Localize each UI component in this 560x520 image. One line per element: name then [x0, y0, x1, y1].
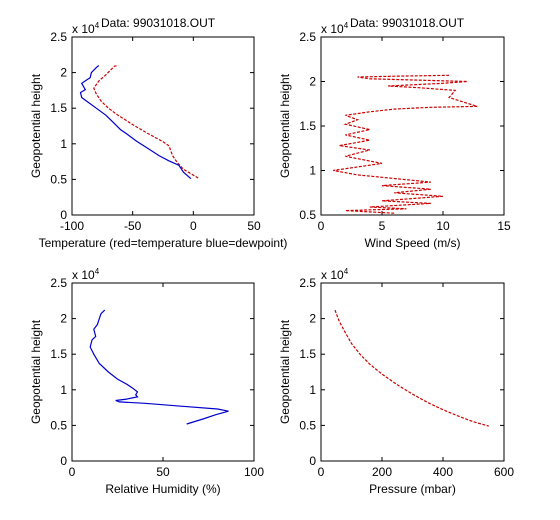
x-tick-label: 5: [379, 219, 386, 233]
x-tick-label: 15: [497, 219, 511, 233]
y-tick-label: 1.5: [50, 101, 67, 115]
y-tick-label: 0.5: [299, 208, 316, 222]
y-tick-label: 1: [60, 383, 67, 397]
x-tick-label: -50: [124, 219, 142, 233]
y-tick-label: 1: [60, 137, 67, 151]
x-axis-label: Wind Speed (m/s): [364, 236, 460, 250]
y-tick-label: 2.5: [50, 30, 67, 44]
x-tick-label: 50: [247, 219, 261, 233]
y-tick-label: 0.5: [299, 418, 316, 432]
series-line-1: [334, 309, 489, 427]
axes-frame: [320, 36, 505, 216]
y-axis-label: Geopotential height: [29, 319, 43, 424]
x-tick-label: 10: [436, 219, 450, 233]
axes-frame: [320, 282, 505, 462]
y-tick-label: 2: [309, 75, 316, 89]
y-tick-label: 1.5: [50, 347, 67, 361]
x-tick-label: 0: [318, 219, 325, 233]
y-tick-label: 0: [60, 208, 67, 222]
y-tick-label: 2: [309, 312, 316, 326]
y-exponent-label: x 104: [321, 267, 349, 282]
subplot-3: 0 50 100 0 0.5 1 1.5 2 2.5 x 104 Relative Humidity…: [29, 267, 264, 496]
series-line-1: [89, 309, 229, 425]
x-tick-label: 600: [494, 465, 514, 479]
y-tick-label: 1: [309, 164, 316, 178]
y-exponent-label: x 104: [72, 21, 100, 36]
exponent-base: x 10: [72, 268, 95, 282]
y-tick-label: 0: [60, 454, 67, 468]
subplot-title: Data: 99031018.OUT: [101, 16, 216, 30]
x-axis-label: Relative Humidity (%): [105, 482, 220, 496]
y-tick-label: 1.5: [299, 119, 316, 133]
y-tick-label: 0.5: [50, 418, 67, 432]
subplot-1: -100 -50 0 50 0 0.5 1 1.5 2 2.5 x 104 Data: 9903101…: [29, 16, 287, 250]
exponent-power: 4: [95, 21, 100, 30]
exponent-power: 4: [95, 267, 100, 276]
exponent-power: 4: [344, 21, 349, 30]
series-line-2: [79, 65, 192, 180]
y-tick-label: 0: [309, 454, 316, 468]
y-axis-label: Geopotential height: [278, 73, 292, 178]
y-tick-label: 1.5: [299, 347, 316, 361]
x-tick-label: 50: [156, 465, 170, 479]
axes-frame: [71, 282, 255, 462]
x-tick-label: 0: [190, 219, 197, 233]
x-axis-label: Temperature (red=temperature blue=dewpoi…: [39, 236, 288, 250]
series-line-1: [93, 64, 199, 179]
x-tick-label: -100: [60, 219, 84, 233]
y-tick-label: 2.5: [299, 30, 316, 44]
y-tick-label: 2: [60, 66, 67, 80]
x-tick-label: 100: [244, 465, 264, 479]
exponent-base: x 10: [72, 22, 95, 36]
subplot-2: 0 5 10 15 0.5 1 1.5 2 2.5 x 104 Data: 99031018.OUT…: [278, 16, 511, 250]
x-axis-label: Pressure (mbar): [369, 482, 456, 496]
exponent-base: x 10: [321, 268, 344, 282]
subplot-4: 0 200 400 600 0 0.5 1 1.5 2 2.5 x 104 Pressure (mba…: [278, 267, 514, 496]
y-tick-label: 1: [309, 383, 316, 397]
exponent-power: 4: [344, 267, 349, 276]
subplot-title: Data: 99031018.OUT: [350, 16, 465, 30]
x-tick-label: 0: [318, 465, 325, 479]
y-exponent-label: x 104: [72, 267, 100, 282]
y-tick-label: 2: [60, 312, 67, 326]
x-tick-label: 200: [372, 465, 392, 479]
x-tick-label: 0: [69, 465, 76, 479]
y-axis-label: Geopotential height: [29, 73, 43, 178]
series-line-1: [333, 74, 478, 214]
y-tick-label: 0.5: [50, 172, 67, 186]
y-exponent-label: x 104: [321, 21, 349, 36]
y-tick-label: 2.5: [50, 276, 67, 290]
y-axis-label: Geopotential height: [278, 319, 292, 424]
x-tick-label: 400: [433, 465, 453, 479]
exponent-base: x 10: [321, 22, 344, 36]
y-tick-label: 2.5: [299, 276, 316, 290]
axes-frame: [71, 36, 255, 216]
